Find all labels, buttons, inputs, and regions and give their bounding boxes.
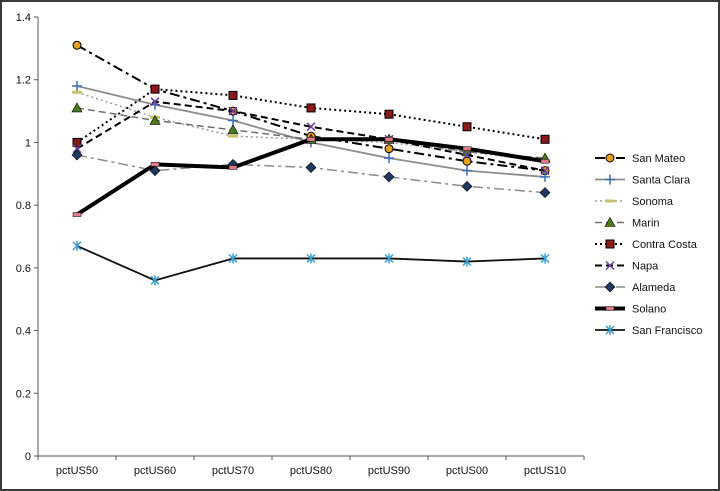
y-tick-label: 0.8 <box>16 200 31 212</box>
legend: San Mateo Santa Clara Sonoma Marin Contra Co… <box>595 153 702 337</box>
data-point <box>228 134 238 138</box>
y-tick-label: 0.2 <box>16 388 31 400</box>
series-san-francisco <box>72 240 550 286</box>
legend-label: San Mateo <box>632 153 685 165</box>
legend-marker <box>605 306 615 311</box>
x-tick-label: pctUS90 <box>368 465 410 477</box>
legend-label: Sonoma <box>632 196 674 208</box>
legend-marker <box>605 153 615 163</box>
data-point <box>306 122 316 132</box>
data-point <box>384 109 394 119</box>
data-point <box>462 165 472 176</box>
legend-label: Santa Clara <box>632 175 691 187</box>
x-tick-label: pctUS50 <box>56 465 98 477</box>
data-point <box>72 80 82 91</box>
data-point <box>462 122 472 132</box>
data-point <box>71 102 83 113</box>
data-point <box>228 253 238 264</box>
data-point <box>150 84 160 94</box>
data-point <box>384 137 394 142</box>
data-point <box>462 256 472 267</box>
data-point <box>383 171 395 183</box>
x-tick-label: pctUS70 <box>212 465 254 477</box>
legend-item: Napa <box>595 261 659 273</box>
x-tick-label: pctUS10 <box>524 465 566 477</box>
legend-marker <box>605 325 615 335</box>
x-tick-label: pctUS60 <box>134 465 176 477</box>
data-point <box>150 275 160 286</box>
data-point <box>72 144 82 154</box>
data-point <box>539 187 551 199</box>
data-point <box>462 150 472 160</box>
data-point <box>228 115 238 126</box>
data-point <box>72 212 82 217</box>
legend-marker <box>605 199 615 203</box>
series-line <box>75 137 546 217</box>
data-point <box>384 144 394 154</box>
series-alameda <box>71 149 551 199</box>
data-point <box>461 180 473 192</box>
legend-label: Napa <box>632 261 659 273</box>
data-point <box>540 166 550 176</box>
data-point <box>150 162 160 167</box>
data-point <box>72 240 82 251</box>
legend-item: Solano <box>595 304 666 316</box>
data-point <box>384 153 394 164</box>
data-point <box>228 90 238 100</box>
legend-item: Sonoma <box>595 196 674 208</box>
data-point <box>540 158 550 164</box>
legend-marker <box>605 239 615 249</box>
data-point <box>462 156 472 166</box>
y-tick-label: 1.4 <box>16 12 31 24</box>
legend-item: San Francisco <box>595 325 702 337</box>
data-point <box>540 253 550 264</box>
legend-item: Santa Clara <box>595 174 691 187</box>
series-contra-costa <box>72 84 550 147</box>
legend-item: Alameda <box>595 281 676 294</box>
data-point <box>306 103 316 113</box>
x-tick-label: pctUS80 <box>290 465 332 477</box>
data-point <box>462 146 472 151</box>
y-tick-label: 1 <box>25 137 31 149</box>
plot-area <box>71 40 551 286</box>
legend-marker <box>604 281 616 293</box>
data-point <box>228 106 238 116</box>
legend-label: Marin <box>632 218 660 230</box>
x-tick-label: pctUS00 <box>446 465 488 477</box>
data-point <box>227 124 239 135</box>
data-point <box>72 137 82 147</box>
legend-marker <box>605 174 615 185</box>
data-point <box>228 165 238 170</box>
data-point <box>540 134 550 144</box>
data-point <box>384 253 394 264</box>
data-point <box>305 162 317 173</box>
data-point <box>306 137 316 142</box>
axes: 0 0.2 0.4 0.6 0.8 1 1.2 1.4 pctUS50 pctUS60 pctUS7… <box>16 12 585 477</box>
y-tick-label: 0.4 <box>16 326 31 338</box>
data-point <box>71 149 83 161</box>
legend-marker <box>605 260 615 271</box>
data-point <box>150 97 160 107</box>
y-tick-label: 1.2 <box>16 75 31 87</box>
legend-item: Contra Costa <box>595 239 698 251</box>
data-point <box>72 90 82 94</box>
series-solano <box>72 137 550 217</box>
legend-label: Solano <box>632 304 666 316</box>
data-point <box>149 114 161 125</box>
legend-label: San Francisco <box>632 325 702 337</box>
legend-marker <box>604 216 616 227</box>
legend-item: San Mateo <box>595 153 685 165</box>
legend-item: Marin <box>595 216 660 230</box>
y-tick-label: 0 <box>25 451 31 463</box>
legend-label: Alameda <box>632 282 676 294</box>
y-tick-label: 0.6 <box>16 263 31 275</box>
data-point <box>540 171 550 182</box>
legend-label: Contra Costa <box>632 239 698 251</box>
data-point <box>72 40 82 50</box>
data-point <box>306 253 316 264</box>
series-line <box>76 154 546 194</box>
